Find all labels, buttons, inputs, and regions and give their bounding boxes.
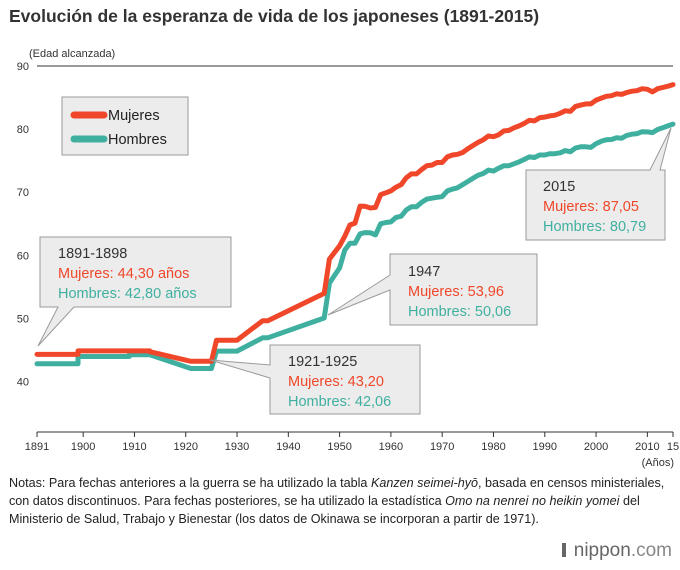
x-tick-label: 1891 xyxy=(25,441,49,453)
x-tick-label: 1930 xyxy=(225,441,249,453)
x-tick-label: 2000 xyxy=(584,441,608,453)
x-tick-label: 1980 xyxy=(481,441,505,453)
annotation-2015: 2015 Mujeres: 87,05 Hombres: 80,79 xyxy=(525,127,672,241)
y-tick-label: 40 xyxy=(17,377,29,389)
notes: Notas: Para fechas anteriores a la guerr… xyxy=(9,474,669,528)
x-tick-label: 1960 xyxy=(379,441,403,453)
chart-title: Evolución de la esperanza de vida de los… xyxy=(9,6,540,26)
legend-box xyxy=(61,96,189,156)
annotation-1891-hombres: Hombres: 42,80 años xyxy=(58,286,197,302)
x-tick-label: 1920 xyxy=(173,441,197,453)
notes-text-1: Notas: Para fechas anteriores a la guerr… xyxy=(9,476,371,490)
notes-text-3: del Ministerio de Salud, Trabajo y Biene… xyxy=(9,494,640,526)
y-tick-label: 60 xyxy=(17,250,29,262)
y-tick-label: 80 xyxy=(17,124,29,136)
grid xyxy=(37,65,673,433)
y-tick-label: 50 xyxy=(17,313,29,325)
annotations: 1891-1898 Mujeres: 44,30 años Hombres: 4… xyxy=(37,127,672,415)
x-axis-label: (Años) xyxy=(642,457,674,469)
x-tick-label: 1970 xyxy=(430,441,454,453)
x-tick-label: 15 xyxy=(667,441,679,453)
x-ticks: 1891 1900 1910 1920 1930 1940 1950 1960 1970 1980… xyxy=(25,432,679,453)
annotation-1891: 1891-1898 Mujeres: 44,30 años Hombres: 4… xyxy=(37,236,232,347)
series xyxy=(34,82,676,371)
legend-label-hombres: Hombres xyxy=(108,132,167,148)
notes-text-2: , basada en censos ministeriales, con da… xyxy=(9,476,665,508)
brand-domain: .com xyxy=(630,540,672,561)
x-tick-label: 1910 xyxy=(122,441,146,453)
x-tick-label: 1950 xyxy=(327,441,351,453)
annotation-1891-period: 1891-1898 xyxy=(58,246,127,262)
brand-mark xyxy=(561,543,566,557)
annotation-1891-mujeres: Mujeres: 44,30 años xyxy=(58,266,189,282)
y-tick-label: 70 xyxy=(17,187,29,199)
series-line-mujeres xyxy=(34,82,676,364)
x-tick-label: 2010 xyxy=(635,441,659,453)
annotation-2015-period: 2015 xyxy=(543,179,575,195)
y-axis-label: (Edad alcanzada) xyxy=(29,48,115,60)
annotation-1947-period: 1947 xyxy=(408,264,440,280)
annotation-1921: 1921-1925 Mujeres: 43,20 Hombres: 42,06 xyxy=(209,344,421,415)
life-expectancy-chart: (Edad alcanzada) (Años) 40 50 60 70 80 90 189… xyxy=(17,48,679,469)
annotation-1947: 1947 Mujeres: 53,96 Hombres: 50,06 xyxy=(327,253,538,326)
annotation-1947-mujeres: Mujeres: 53,96 xyxy=(408,284,504,300)
x-tick-label: 1990 xyxy=(533,441,557,453)
x-tick-label: 1900 xyxy=(71,441,95,453)
brand-logo: nippon.com xyxy=(561,540,672,562)
notes-title-1: Kanzen seimei-hyō xyxy=(370,476,479,490)
annotation-1921-mujeres: Mujeres: 43,20 xyxy=(288,374,384,390)
annotation-1921-period: 1921-1925 xyxy=(288,354,357,370)
series-line-hombres xyxy=(34,121,676,371)
legend-label-mujeres: Mujeres xyxy=(108,108,160,124)
x-tick-label: 1940 xyxy=(276,441,300,453)
brand-name: nippon xyxy=(573,540,631,561)
y-tick-label: 90 xyxy=(17,61,29,73)
legend: Mujeres Hombres xyxy=(61,96,189,156)
annotation-2015-hombres: Hombres: 80,79 xyxy=(543,219,646,235)
annotation-1921-hombres: Hombres: 42,06 xyxy=(288,394,391,410)
annotation-2015-mujeres: Mujeres: 87,05 xyxy=(543,199,639,215)
notes-title-2: Omo na nenrei no heikin yomei xyxy=(445,494,620,508)
y-ticks: 40 50 60 70 80 90 xyxy=(17,61,29,389)
annotation-1947-hombres: Hombres: 50,06 xyxy=(408,304,511,320)
